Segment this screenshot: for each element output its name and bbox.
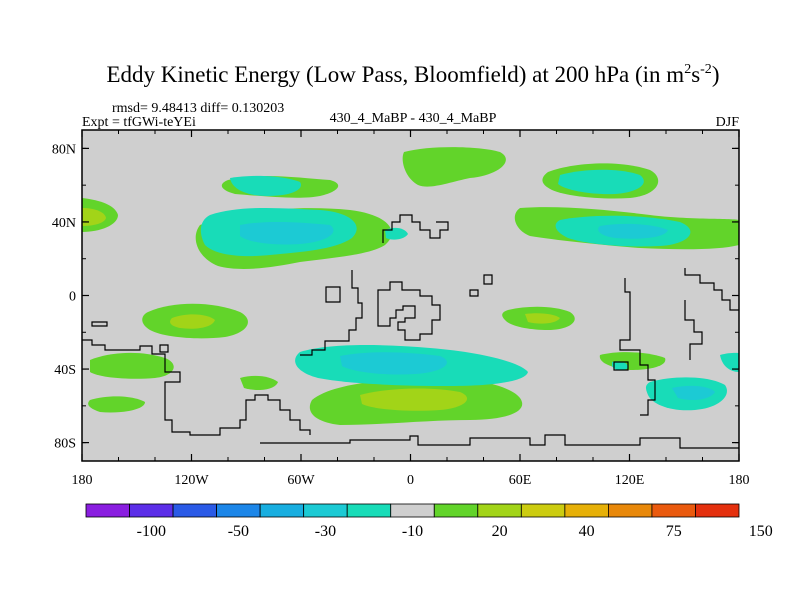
south-atlantic-core: [340, 352, 447, 375]
season-label: DJF: [716, 115, 740, 130]
x-tick-label: 180: [729, 473, 750, 488]
coastline-antarctica: [260, 434, 739, 449]
y-tick-label: 40N: [52, 216, 76, 231]
x-tick-label: 60E: [509, 473, 532, 488]
x-tick-label: 60W: [287, 473, 315, 488]
x-tick-label: 120W: [174, 473, 209, 488]
y-tick-label: 80N: [52, 142, 76, 157]
x-axis: 180 120W 60W 0 60E 120E 180: [72, 130, 750, 488]
coastline-small-2: [325, 286, 341, 303]
x-tick-label: 0: [407, 473, 414, 488]
colorbar-swatch: [216, 503, 261, 518]
southwest-pacific-positive-region: [90, 352, 174, 379]
colorbar-swatch: [477, 503, 522, 518]
colorbar-label: -10: [402, 523, 423, 540]
colorbar-swatch: [564, 503, 609, 518]
southeast-positive-region: [240, 375, 278, 390]
chart-title: Eddy Kinetic Energy (Low Pass, Bloomfiel…: [107, 62, 720, 87]
expt-label: Expt = tfGWi-teYEi: [82, 115, 196, 130]
pacific-small-negative-region: [612, 361, 628, 371]
coastline-africa: [377, 281, 441, 341]
coastline-small-4: [469, 289, 479, 297]
colorbar-label: 20: [492, 523, 508, 540]
map-area: [82, 130, 739, 461]
coastline-small-1: [91, 321, 108, 327]
atlantic-small-negative-region: [385, 227, 408, 240]
coastline-islands: [684, 300, 703, 360]
south-pacific-core: [170, 314, 215, 329]
colorbar-label: -100: [137, 523, 166, 540]
pacific-core: [598, 223, 668, 239]
y-tick-label: 80S: [54, 437, 76, 452]
north-atlantic-core: [240, 221, 334, 245]
colorbar-swatch: [172, 503, 217, 518]
arctic-positive-region: [402, 147, 506, 187]
x-tick-label: 180: [72, 473, 93, 488]
rmsd-label: rmsd= 9.48413 diff= 0.130203: [112, 101, 284, 116]
colorbar-label: 75: [666, 523, 682, 540]
coastline-south-pacific: [82, 339, 311, 436]
y-axis: 80N 40N 0 40S 80S: [52, 142, 739, 452]
colorbar-swatch: [303, 503, 348, 518]
colorbar-label: -30: [315, 523, 336, 540]
coastlines: [82, 214, 739, 449]
colorbar-label: 40: [579, 523, 595, 540]
colorbar-swatch: [85, 503, 130, 518]
coastline-australia: [619, 278, 656, 416]
south-indian-core: [525, 313, 560, 324]
coastline-small-6: [159, 344, 169, 353]
coastline-small-3: [483, 274, 493, 285]
y-tick-label: 0: [69, 290, 76, 305]
y-tick-label: 40S: [54, 363, 76, 378]
north-pacific-negative-region: [558, 169, 644, 195]
colorbar-label: 150: [749, 523, 773, 540]
colorbar: -100 -50 -30 -10 20 40 75 150: [85, 503, 773, 540]
south-indian-core-negative: [672, 385, 715, 400]
colorbar-swatch: [695, 503, 740, 518]
colorbar-swatch: [259, 503, 305, 518]
colorbar-swatch: [520, 503, 566, 518]
case-label: 430_4_MaBP - 430_4_MaBP: [330, 111, 497, 126]
coastline-europe-africa: [382, 214, 449, 243]
southwest-positive-region: [88, 396, 145, 413]
southern-ocean-core: [360, 388, 468, 411]
colorbar-swatch: [651, 503, 696, 518]
x-tick-label: 120E: [615, 473, 645, 488]
colorbar-swatch: [129, 503, 174, 518]
coastline-small-5: [613, 361, 629, 371]
colorbar-swatch: [608, 503, 653, 518]
dateline-south-negative-region: [720, 352, 739, 372]
colorbar-swatch: [346, 503, 392, 518]
arctic-negative-region: [230, 175, 301, 196]
colorbar-label: -50: [228, 523, 249, 540]
coastline-south-america: [300, 270, 363, 356]
colorbar-swatch: [390, 503, 435, 518]
colorbar-swatch: [433, 503, 479, 518]
coastline-asia-east: [684, 268, 739, 311]
